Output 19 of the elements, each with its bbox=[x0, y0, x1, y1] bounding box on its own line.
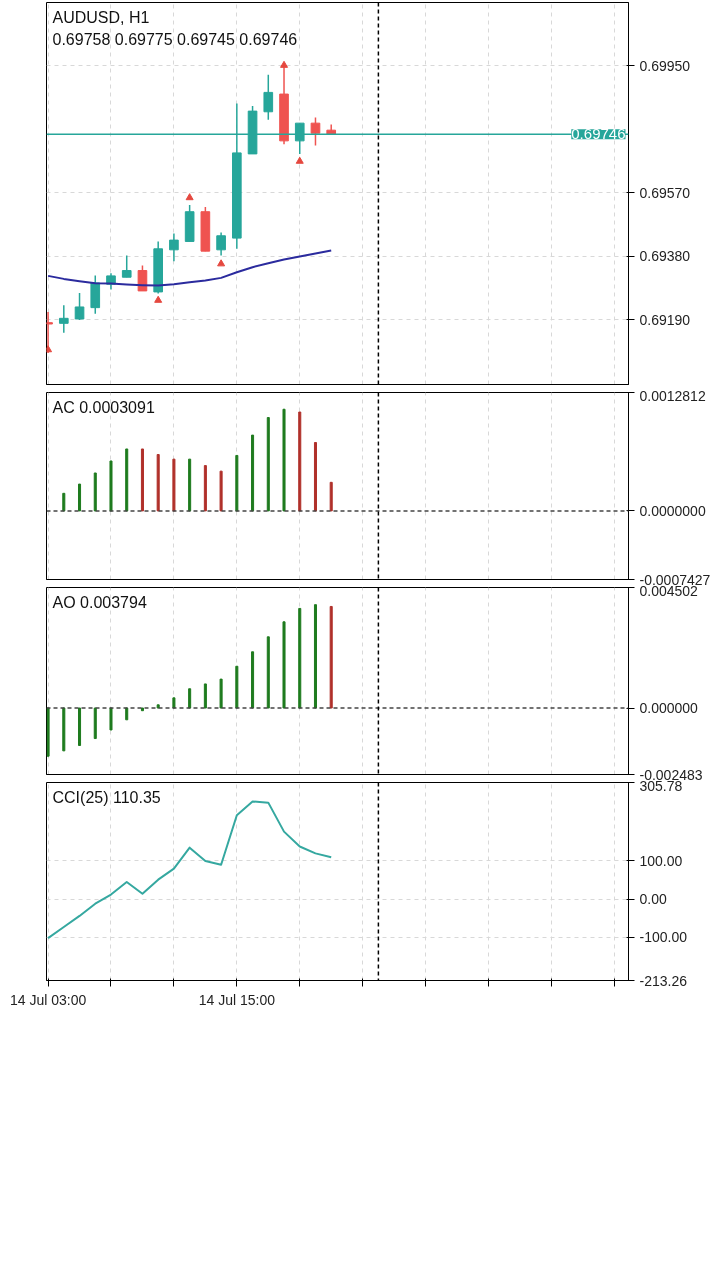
y-tick-label: 0.000000 bbox=[639, 700, 699, 717]
text: 0.69758 0.69775 0.69745 0.69746 bbox=[52, 30, 298, 48]
chart-title: AC 0.0003091 bbox=[52, 398, 155, 416]
x-tick-label: 14 Jul 03:00 bbox=[9, 991, 87, 1008]
y-tick-label: 0.00 bbox=[639, 891, 667, 908]
y-tick-label: -100.00 bbox=[639, 929, 688, 946]
y-tick-label: 0.69570 bbox=[639, 185, 691, 201]
y-tick-label: 0.69950 bbox=[639, 58, 691, 74]
chart-title: AUDUSD, H1 bbox=[52, 8, 150, 26]
y-tick-label: -213.26 bbox=[639, 972, 688, 989]
y-tick-label: 100.00 bbox=[639, 853, 683, 869]
y-tick-label: 0.69190 bbox=[639, 312, 691, 328]
y-tick-label: 0.69380 bbox=[639, 248, 691, 265]
y-tick-label: 0.0012812 bbox=[639, 387, 706, 404]
chart-title: CCI(25) 110.35 bbox=[52, 788, 161, 806]
y-tick-label: 0.0000000 bbox=[639, 502, 706, 519]
ref-line-label: 0.69746 bbox=[571, 125, 626, 143]
x-tick-label: 14 Jul 15:00 bbox=[198, 991, 276, 1008]
chart-title: AO 0.003794 bbox=[52, 593, 147, 611]
